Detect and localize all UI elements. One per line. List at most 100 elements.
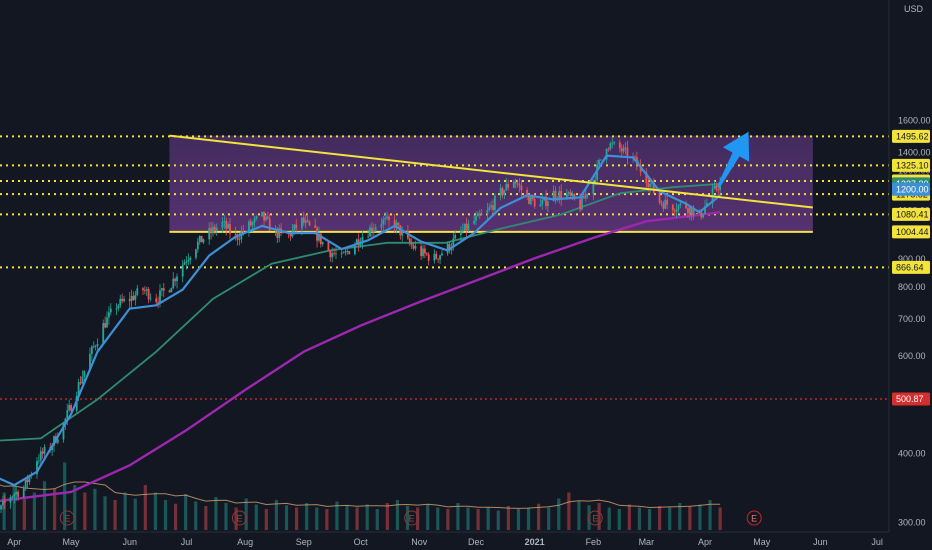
earnings-marker-circle xyxy=(587,510,603,526)
candle-body xyxy=(132,295,135,300)
candle-body xyxy=(92,346,95,348)
candle-body xyxy=(162,288,165,291)
earnings-marker[interactable]: E xyxy=(231,510,247,526)
candle-body xyxy=(386,216,388,219)
volume-bar xyxy=(284,505,289,530)
annotations[interactable] xyxy=(0,131,813,487)
candle-body xyxy=(359,243,362,246)
candle-body xyxy=(253,218,256,223)
candle-body xyxy=(533,198,536,207)
volume-bar xyxy=(294,507,299,530)
candle-body xyxy=(77,382,80,397)
candle-body xyxy=(319,233,322,245)
candle-body xyxy=(37,460,40,462)
support-badge[interactable]: 1004.44 xyxy=(892,225,930,239)
candle-body xyxy=(459,231,462,236)
volume-bar xyxy=(325,509,329,530)
volume-bar xyxy=(668,507,672,530)
candle-body xyxy=(123,298,125,302)
candle-body xyxy=(408,238,411,244)
candle-body xyxy=(94,346,97,347)
candle-body xyxy=(547,201,549,207)
level-badge[interactable]: 1495.62 xyxy=(892,129,930,143)
candle-body xyxy=(446,243,449,254)
candle-body xyxy=(690,207,693,216)
candle-body xyxy=(412,245,415,249)
earnings-marker-circle xyxy=(746,510,762,526)
candle-body xyxy=(15,491,18,495)
candle-body xyxy=(688,207,691,214)
volume-bar xyxy=(456,503,460,530)
candle-body xyxy=(198,235,201,242)
earnings-marker-letter: E xyxy=(409,514,415,524)
candle-body xyxy=(280,228,282,231)
price-tick-label: 600.00 xyxy=(898,351,926,361)
price-tick-label: 800.00 xyxy=(898,282,926,292)
candle-body xyxy=(89,354,91,371)
candle-body xyxy=(594,180,597,181)
candle-body xyxy=(229,224,231,234)
candle-body xyxy=(666,199,669,205)
earnings-marker[interactable]: E xyxy=(404,510,420,526)
price-axis[interactable]: USD 1600.001400.001300.001200.001100.001… xyxy=(888,0,931,532)
candle-body xyxy=(465,223,468,231)
candle-body xyxy=(81,376,84,384)
candle-body xyxy=(121,298,124,302)
candle-body xyxy=(225,221,228,229)
candle-body xyxy=(329,250,332,258)
candle-body xyxy=(649,183,652,187)
earnings-marker-letter: E xyxy=(236,514,242,524)
candle-body xyxy=(83,370,86,377)
time-axis[interactable]: Apr May Jun Jul Aug Sep Oct Nov Dec 2021 Feb Mar Apr… xyxy=(0,531,889,547)
price-tick-label: 300.00 xyxy=(898,518,926,528)
earnings-marker-letter: E xyxy=(592,514,598,524)
candle-body xyxy=(541,200,544,205)
red-level-badge[interactable]: 500.87 xyxy=(892,392,930,406)
volume-bar xyxy=(143,485,147,530)
candle-body xyxy=(545,196,547,207)
candle-body xyxy=(304,220,307,223)
candle-body xyxy=(147,289,150,300)
candle-body xyxy=(380,224,383,228)
candle-body xyxy=(278,228,281,238)
volume-bar xyxy=(2,492,6,530)
candle-body xyxy=(662,203,665,209)
candle-body xyxy=(172,278,175,289)
earnings-marker[interactable]: E xyxy=(59,510,75,526)
candle-body xyxy=(145,289,148,291)
ema-fast-line xyxy=(0,154,721,487)
time-tick-label: Jun xyxy=(122,537,137,547)
candle-body xyxy=(382,219,385,225)
candle-body xyxy=(159,290,161,303)
candle-body xyxy=(249,221,252,226)
candle-body xyxy=(321,242,324,245)
candle-body xyxy=(581,196,583,210)
level-badge[interactable]: 866.64 xyxy=(892,260,930,274)
volume-bar xyxy=(446,509,450,530)
time-tick-label: Oct xyxy=(354,537,369,547)
candle-body xyxy=(28,475,31,482)
earnings-marker[interactable]: E xyxy=(746,510,762,526)
earnings-marker[interactable]: E xyxy=(587,510,603,526)
price-tick-label: 1400.00 xyxy=(898,148,931,158)
price-badge[interactable]: 1200.00 xyxy=(892,182,930,196)
candle-body xyxy=(64,418,67,424)
volume-bar xyxy=(93,488,97,530)
volume-bar xyxy=(204,506,208,530)
candle-body xyxy=(433,253,436,261)
volume-bar xyxy=(395,500,400,530)
level-badge[interactable]: 1325.10 xyxy=(892,158,930,172)
volume-bar xyxy=(587,505,591,530)
candle-body xyxy=(306,220,309,222)
earnings-marker-letter: E xyxy=(751,514,757,524)
candle-body xyxy=(346,251,349,252)
candle-body xyxy=(478,213,481,215)
earnings-marker-circle xyxy=(59,510,75,526)
candle-body xyxy=(102,323,105,344)
candle-body xyxy=(196,241,199,250)
level-badge[interactable]: 1080.41 xyxy=(892,207,930,221)
candle-body xyxy=(475,216,477,221)
volume-bar xyxy=(486,507,490,530)
